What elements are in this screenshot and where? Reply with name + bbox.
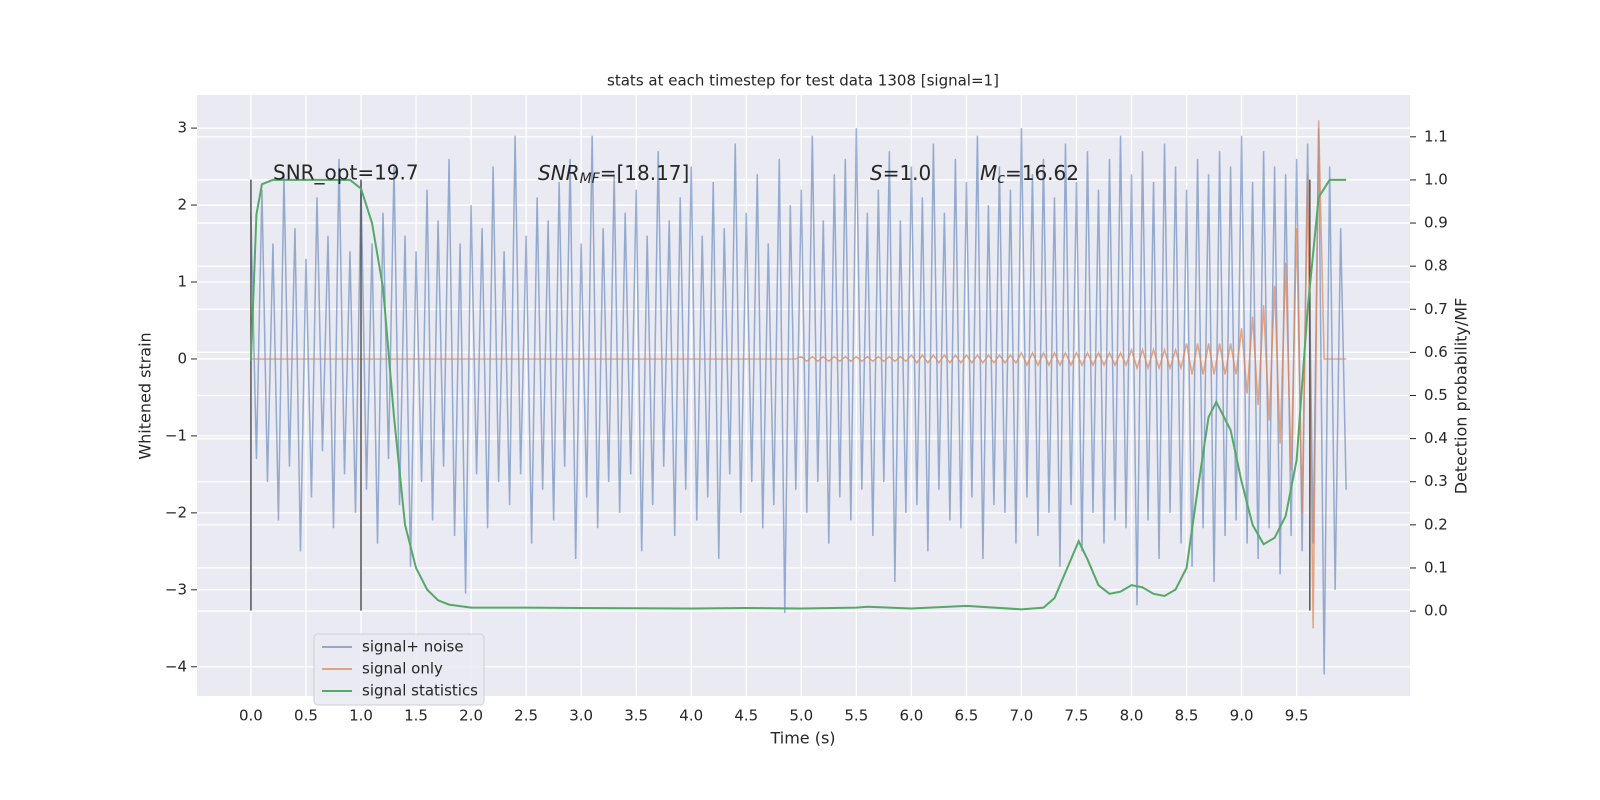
y2-tick-label: 0.7 — [1424, 300, 1448, 318]
x-tick-label: 3.0 — [569, 707, 593, 725]
x-tick-label: 7.5 — [1065, 707, 1089, 725]
y-tick-label: −2 — [165, 503, 187, 521]
annotation-math: SNR — [538, 161, 580, 185]
y2-tick-label: 1.0 — [1424, 170, 1448, 188]
x-tick-label: 1.5 — [404, 707, 428, 725]
chart-title: stats at each timestep for test data 130… — [607, 72, 999, 90]
x-tick-label: 5.0 — [789, 707, 813, 725]
x-tick-label: 7.0 — [1010, 707, 1034, 725]
y2-tick-label: 0.5 — [1424, 386, 1448, 404]
x-tick-label: 3.5 — [624, 707, 648, 725]
series-line — [250, 128, 1347, 675]
legend-label: signal only — [362, 660, 443, 678]
x-axis-label: Time (s) — [769, 729, 835, 748]
annotation: SNR_opt=19.7 — [273, 161, 419, 185]
y2-tick-label: 1.1 — [1424, 127, 1448, 145]
y2-tick-label: 0.9 — [1424, 214, 1448, 232]
x-tick-label: 9.0 — [1230, 707, 1254, 725]
legend-box — [313, 633, 485, 706]
y2-tick-label: 0.3 — [1424, 472, 1448, 490]
x-tick-label: 9.5 — [1285, 707, 1309, 725]
legend-label: signal+ noise — [362, 638, 464, 656]
y2-tick-label: 0.1 — [1424, 558, 1448, 576]
y2-tick-label: 0.6 — [1424, 343, 1448, 361]
y-axis-label: Whitened strain — [136, 332, 155, 459]
y-tick-label: −4 — [165, 657, 187, 675]
annotation: SNRMF=[18.17] — [538, 161, 689, 188]
x-tick-label: 8.0 — [1120, 707, 1144, 725]
annotation-text: =16.62 — [1005, 161, 1079, 185]
annotation-text: =[18.17] — [600, 161, 690, 185]
legend-label: signal statistics — [362, 682, 478, 700]
y2-axis-label: Detection probability/MF — [1452, 298, 1471, 495]
marks — [249, 120, 1347, 675]
x-tick-label: 0.5 — [294, 707, 318, 725]
annotation-math: M — [980, 161, 997, 185]
x-tick-label: 2.5 — [514, 707, 538, 725]
x-tick-label: 8.5 — [1175, 707, 1199, 725]
x-tick-label: 4.0 — [679, 707, 703, 725]
x-tick-label: 5.5 — [844, 707, 868, 725]
legend: signal+ noise signal only signal statistic… — [313, 633, 485, 706]
y-tick-label: 3 — [177, 119, 187, 137]
y2-tick-label: 0.0 — [1424, 602, 1448, 620]
x-tick-label: 2.0 — [459, 707, 483, 725]
labels: 0.0 0.5 1.0 1.5 2.0 2.5 3.0 3.5 4.0 4.5 5.0 5.5 6.0 6… — [165, 119, 1448, 725]
y-tick-label: −3 — [165, 580, 187, 598]
annotation: Mc=16.62 — [980, 161, 1079, 188]
series-line — [250, 120, 1347, 629]
y2-tick-label: 0.8 — [1424, 257, 1448, 275]
annotation-sub: c — [997, 171, 1005, 187]
x-tick-label: 6.5 — [954, 707, 978, 725]
y-tick-label: 2 — [177, 196, 187, 214]
annotation-math: S — [870, 161, 883, 185]
x-tick-label: 4.5 — [734, 707, 758, 725]
y2-tick-label: 0.4 — [1424, 429, 1448, 447]
x-tick-label: 1.0 — [349, 707, 373, 725]
y2-tick-label: 0.2 — [1424, 515, 1448, 533]
x-tick-label: 6.0 — [899, 707, 923, 725]
y-tick-label: 0 — [177, 349, 187, 367]
y-tick-label: 1 — [177, 272, 187, 290]
x-tick-label: 0.0 — [239, 707, 263, 725]
annotation: S=1.0 — [870, 161, 931, 185]
annotation-text: =1.0 — [883, 161, 932, 185]
annotation-sub: MF — [580, 171, 601, 187]
y-tick-label: −1 — [165, 426, 187, 444]
series-line — [249, 178, 1347, 611]
